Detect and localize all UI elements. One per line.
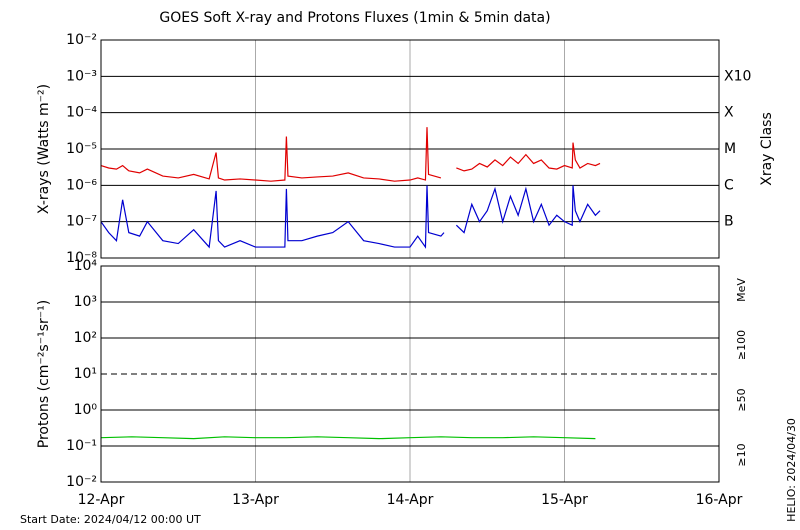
series-line bbox=[100, 436, 596, 440]
x-tick-label: 13-Apr bbox=[232, 492, 279, 508]
y-tick-label: 10⁻⁶ bbox=[66, 177, 97, 193]
start-date: Start Date: 2024/04/12 00:00 UT bbox=[20, 513, 201, 526]
class-label: C bbox=[724, 177, 734, 193]
y-axis-label: Protons (cm⁻²s⁻¹sr⁻¹) bbox=[36, 300, 52, 449]
y-tick-label: 10⁻⁴ bbox=[66, 105, 97, 121]
class-label: M bbox=[724, 141, 736, 157]
y-tick-label: 10⁻¹ bbox=[66, 438, 97, 454]
series-line bbox=[456, 142, 601, 172]
y-tick-label: 10⁴ bbox=[74, 258, 98, 274]
class-label: X10 bbox=[724, 68, 751, 84]
y-tick-label: 10¹ bbox=[74, 366, 97, 382]
class-label: X bbox=[724, 105, 734, 121]
y-tick-label: 10⁰ bbox=[74, 402, 98, 418]
series-line bbox=[100, 127, 442, 182]
x-tick-label: 15-Apr bbox=[541, 492, 588, 508]
series-line bbox=[455, 185, 601, 234]
y-axis-label: X-rays (Watts m⁻²) bbox=[36, 84, 52, 214]
stamp: HELIO: 2024/04/30 bbox=[785, 418, 798, 522]
chart-title: GOES Soft X-ray and Protons Fluxes (1min… bbox=[159, 10, 550, 26]
y-tick-label: 10⁻⁷ bbox=[66, 214, 97, 230]
energy-label: ≥10 bbox=[735, 443, 748, 466]
x-tick-label: 14-Apr bbox=[387, 492, 434, 508]
y2-axis-label: MeV bbox=[735, 278, 748, 302]
y-tick-label: 10⁻² bbox=[66, 474, 97, 490]
y2-axis-label: Xray Class bbox=[759, 112, 775, 186]
series-line bbox=[100, 185, 445, 249]
y-tick-label: 10² bbox=[74, 330, 97, 346]
energy-label: ≥100 bbox=[735, 330, 748, 360]
energy-label: ≥50 bbox=[735, 388, 748, 411]
y-tick-label: 10⁻⁵ bbox=[66, 141, 97, 157]
class-label: B bbox=[724, 214, 734, 230]
y-tick-label: 10⁻³ bbox=[66, 68, 97, 84]
plot-frame bbox=[100, 39, 720, 259]
y-tick-label: 10³ bbox=[74, 294, 97, 310]
x-tick-label: 16-Apr bbox=[696, 492, 743, 508]
plot-frame bbox=[100, 265, 720, 483]
y-tick-label: 10⁻² bbox=[66, 32, 97, 48]
y-tick-label: 10⁻⁸ bbox=[66, 250, 97, 266]
x-tick-label: 12-Apr bbox=[78, 492, 125, 508]
